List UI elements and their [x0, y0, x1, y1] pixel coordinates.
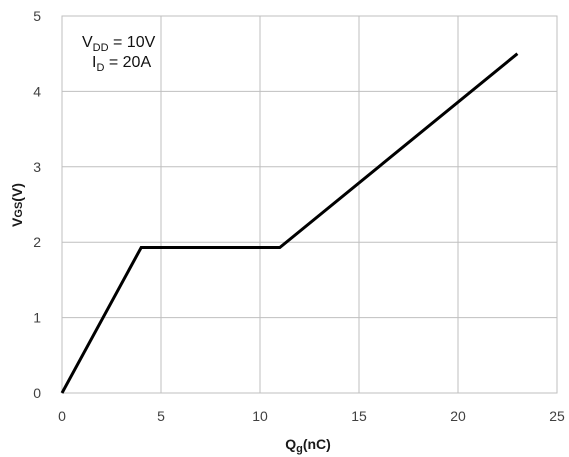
x-tick-label-4: 20 [450, 408, 466, 424]
y-axis-label: VGS(V) [9, 183, 25, 227]
series-line-0 [60, 52, 519, 394]
y-tick-label-0: 0 [33, 385, 41, 401]
x-tick-labels: 0 5 10 15 20 25 [58, 408, 565, 424]
x-tick-label-1: 5 [157, 408, 165, 424]
grid-lines [61, 15, 558, 394]
x-tick-label-0: 0 [58, 408, 66, 424]
x-tick-label-3: 15 [351, 408, 367, 424]
x-tick-label-5: 25 [549, 408, 565, 424]
y-tick-label-4: 4 [33, 83, 41, 99]
y-tick-label-2: 2 [33, 234, 41, 250]
annotation-vdd: VDD = 10V [82, 34, 156, 54]
y-tick-labels: 0 1 2 3 4 5 [33, 8, 41, 401]
plot-area-frame [61, 15, 558, 394]
y-tick-label-1: 1 [33, 310, 41, 326]
y-tick-label-5: 5 [33, 8, 41, 24]
x-tick-label-2: 10 [252, 408, 268, 424]
y-tick-label-3: 3 [33, 159, 41, 175]
x-axis-label: Qg(nC) [285, 436, 331, 455]
annotation-id: ID = 20A [92, 54, 151, 74]
series-layer [60, 52, 519, 394]
